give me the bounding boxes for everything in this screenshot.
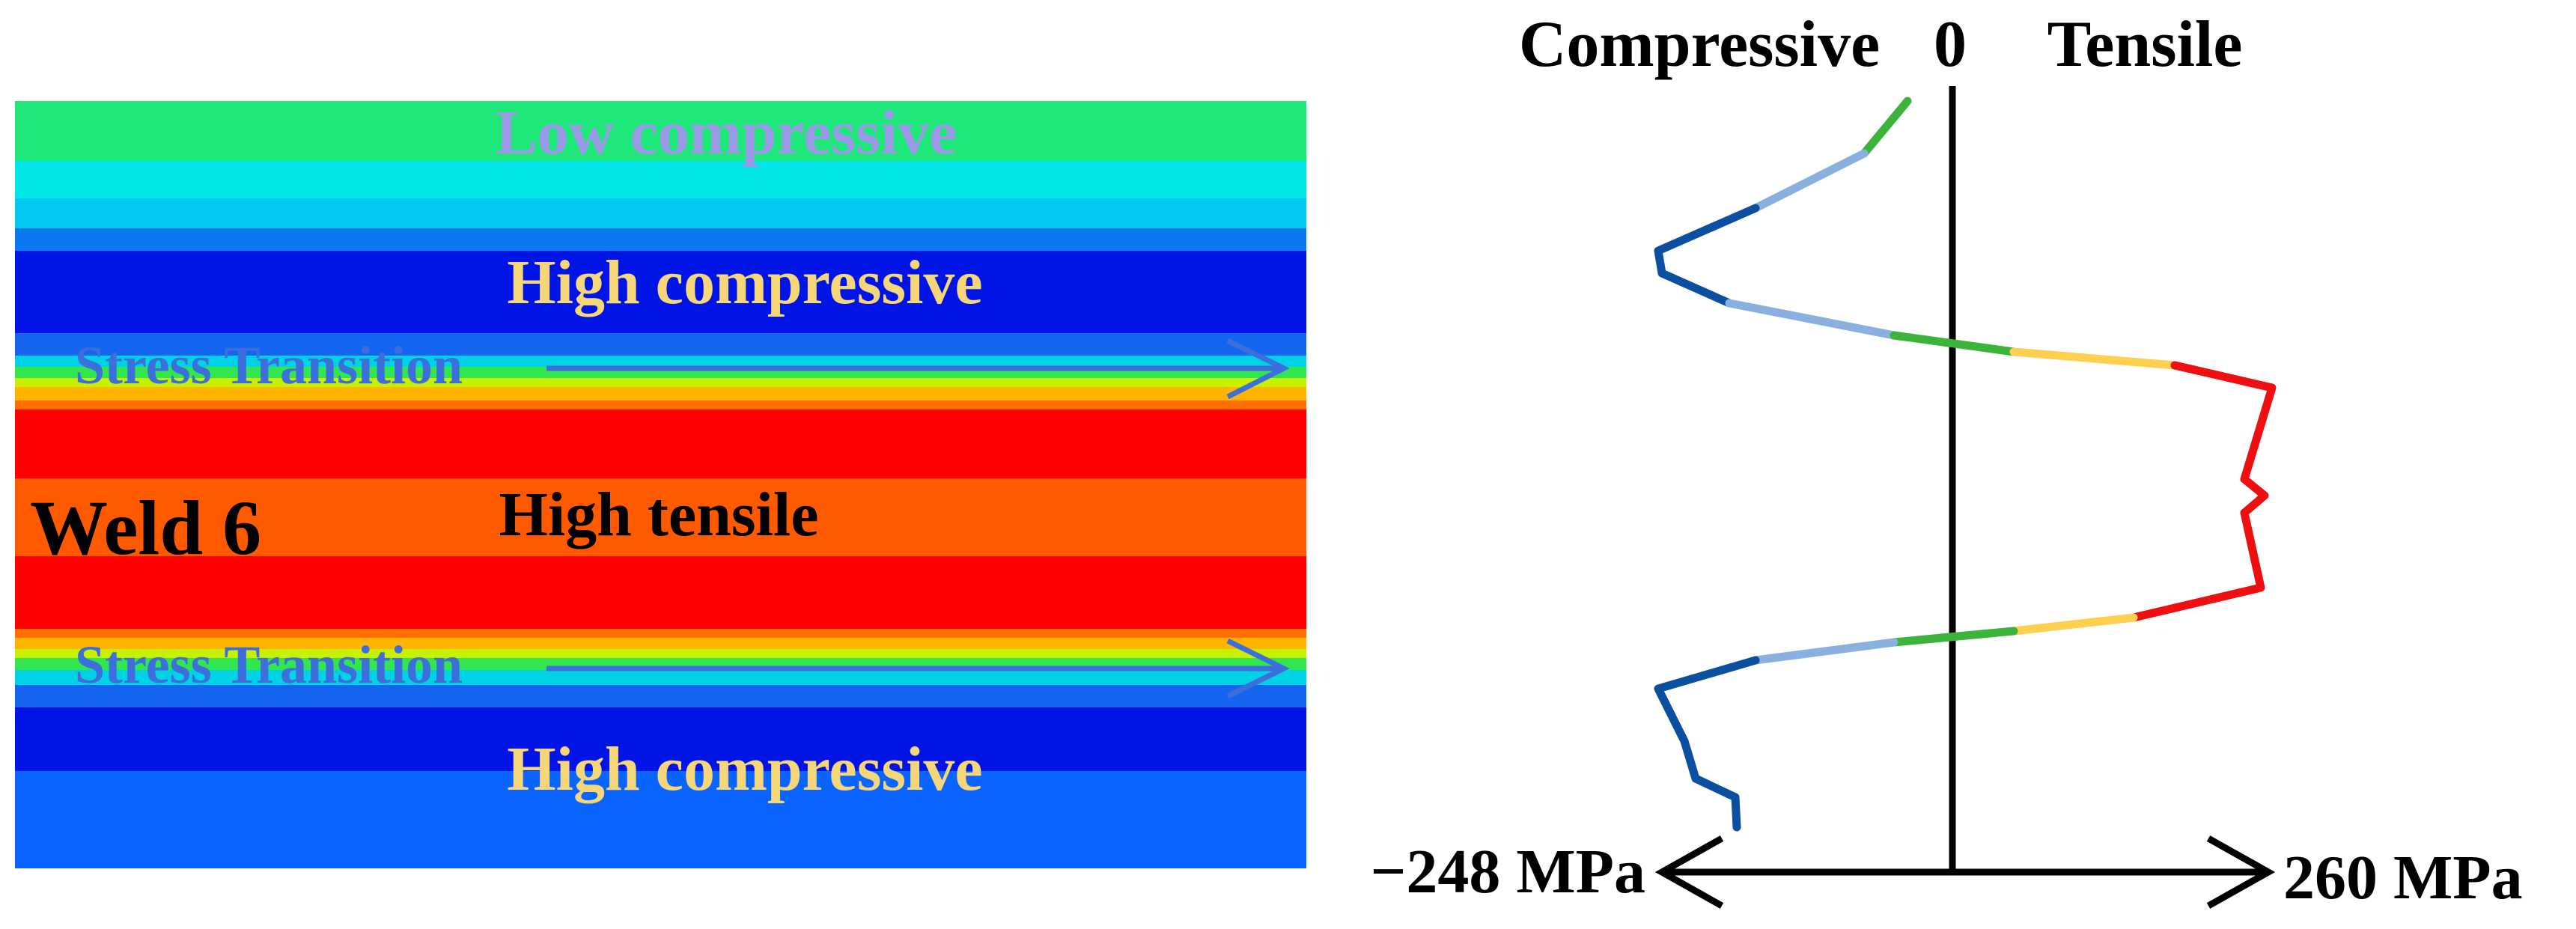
high-compressive-bottom-label: High compressive — [507, 734, 982, 804]
band-transition-yellow-top — [15, 378, 1306, 387]
transition-arrow-bottom — [546, 638, 1290, 699]
band-bright-blue-bottom — [15, 771, 1306, 868]
profile-segment-lightblue-3 — [1751, 638, 1898, 665]
profile-segment-lightblue-1 — [1751, 149, 1869, 213]
tensile-header: Tensile — [2047, 8, 2243, 81]
contour-panel: Low compressive High compressive Stress … — [15, 98, 1306, 868]
zero-label: 0 — [1934, 8, 1967, 81]
high-compressive-top-label: High compressive — [507, 248, 982, 317]
profile-segment-yellow-1 — [2009, 347, 2179, 370]
band-light-blue-top — [15, 228, 1306, 251]
profile-segment-green-2 — [1890, 627, 2018, 647]
stress-axis — [1654, 835, 2276, 909]
stress-transition-top-label: Stress Transition — [75, 335, 463, 395]
compressive-header: Compressive — [1519, 8, 1880, 81]
band-red-top — [15, 409, 1306, 478]
profile-panel: Compressive 0 Tensile −248 MPa 260 MPa — [1371, 8, 2523, 913]
profile-segment-lightblue-2 — [1725, 299, 1898, 340]
profile-segment-darkblue-2 — [1654, 656, 1760, 832]
weld-label: Weld 6 — [30, 485, 261, 571]
band-orange-core — [15, 478, 1306, 556]
stress-transition-bottom-label: Stress Transition — [75, 635, 463, 695]
band-transition-orange-top — [15, 400, 1306, 409]
band-mid-blue-bottom — [15, 685, 1306, 707]
left-arrowhead — [1654, 835, 1724, 909]
profile-segment-green-1 — [1890, 331, 2018, 356]
stress-profile-curve — [1654, 97, 2277, 832]
min-stress-label: −248 MPa — [1371, 837, 1645, 907]
band-transition-yellow-bottom — [15, 649, 1306, 658]
band-transition-orange-bottom — [15, 629, 1306, 638]
band-transition-amber-bottom — [15, 638, 1306, 649]
band-transition-cyan-top — [15, 356, 1306, 367]
profile-segment-yellow-2 — [2009, 613, 2138, 636]
band-mid-blue-top — [15, 333, 1306, 356]
band-cyan — [15, 161, 1306, 198]
profile-segment-red — [2129, 361, 2277, 622]
profile-segment-green-top — [1860, 97, 1912, 158]
band-blue-bottom — [15, 707, 1306, 771]
max-stress-label: 260 MPa — [2283, 843, 2523, 913]
band-green-top — [15, 101, 1306, 161]
band-transition-amber-top — [15, 387, 1306, 400]
transition-arrow-top — [546, 338, 1290, 400]
profile-segment-darkblue-1 — [1654, 204, 1760, 308]
high-tensile-label: High tensile — [499, 480, 818, 549]
band-blue-top — [15, 251, 1306, 333]
right-arrowhead — [2206, 835, 2276, 909]
band-red-bottom — [15, 556, 1306, 629]
band-sky — [15, 198, 1306, 228]
band-transition-cyan-bottom — [15, 670, 1306, 685]
low-compressive-label: Low compressive — [496, 98, 957, 168]
